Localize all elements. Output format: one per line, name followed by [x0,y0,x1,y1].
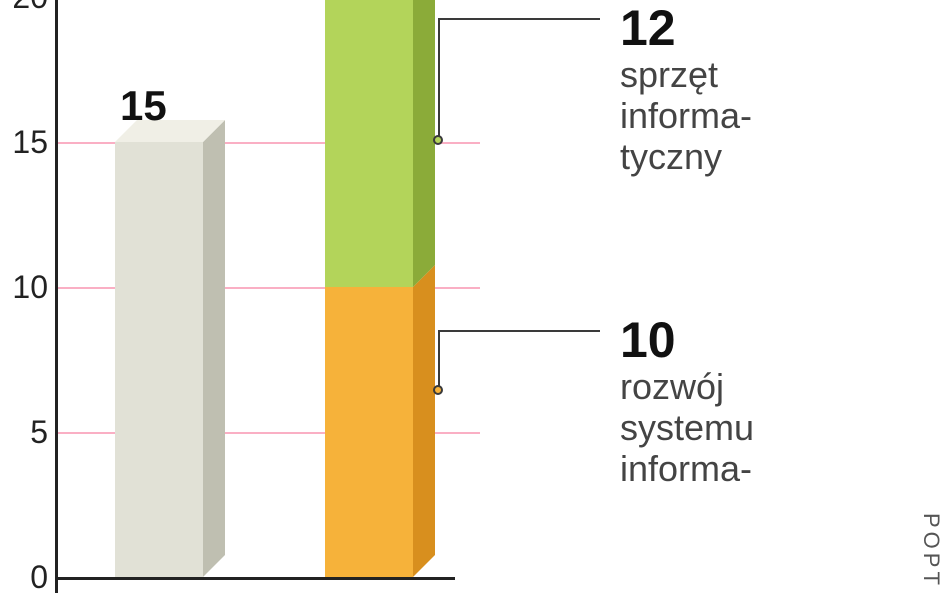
y-axis [55,0,58,593]
callout-green-value: 12 [620,0,752,58]
callout-orange-vline [438,330,440,390]
ytick-15: 15 [0,124,48,161]
bar-right-bar-seg-green [325,0,435,287]
callout-orange-dot [433,385,443,395]
bar-right-bar-seg-orange [325,287,435,577]
bar-chart: 0 5 10 15 20 15 12sprzętinforma-tyczny 10… [0,0,948,593]
callout-green-dot [433,135,443,145]
ytick-20: 20 [0,0,48,16]
bar-label-left: 15 [120,82,167,130]
callout-orange-hline [438,330,600,332]
ytick-5: 5 [0,414,48,451]
side-caption: POPT [918,513,944,589]
callout-green-hline [438,18,600,20]
callout-green-vline [438,18,440,140]
x-axis [55,577,455,580]
callout-green-text: 12sprzętinforma-tyczny [620,0,752,178]
callout-orange-text: 10rozwójsystemuinforma- [620,312,754,490]
ytick-0: 0 [0,559,48,596]
callout-orange-value: 10 [620,312,754,370]
bar-left-bar-seg-gray [115,142,225,577]
ytick-10: 10 [0,269,48,306]
